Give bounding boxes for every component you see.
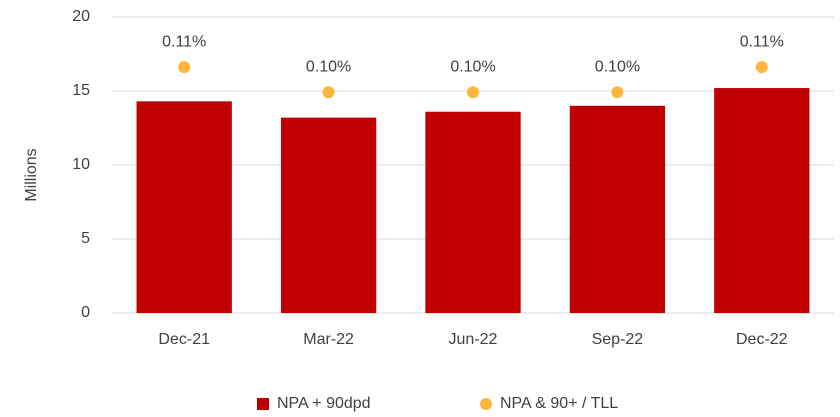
- y-tick-label: 20: [72, 8, 90, 25]
- y-tick-label: 5: [81, 230, 90, 247]
- y-tick-label: 0: [81, 304, 90, 321]
- bar: [136, 101, 232, 313]
- bar: [425, 111, 521, 313]
- y-axis-label: Millions: [23, 148, 40, 201]
- y-tick-label: 15: [72, 82, 90, 99]
- bar: [280, 117, 377, 313]
- data-label: 0.10%: [595, 58, 640, 75]
- x-tick-label: Sep-22: [592, 331, 644, 348]
- data-label: 0.10%: [306, 58, 351, 75]
- data-label: 0.11%: [740, 33, 784, 50]
- legend-swatch: [257, 398, 269, 410]
- legend-label: NPA & 90+ / TLL: [500, 395, 618, 412]
- point: [611, 86, 624, 99]
- y-tick-label: 10: [72, 156, 90, 173]
- x-tick-label: Dec-22: [736, 331, 788, 348]
- point: [178, 61, 191, 74]
- point: [467, 86, 479, 99]
- x-tick-label: Jun-22: [449, 331, 498, 348]
- data-label: 0.11%: [162, 33, 206, 50]
- point: [755, 61, 768, 74]
- point: [322, 86, 335, 99]
- legend-swatch: [480, 398, 492, 410]
- legend-label: NPA + 90dpd: [277, 395, 371, 412]
- x-tick-label: Dec-21: [158, 331, 210, 348]
- x-tick-label: Mar-22: [303, 331, 354, 348]
- bar: [569, 105, 666, 313]
- bar: [714, 88, 810, 313]
- data-label: 0.10%: [450, 58, 495, 75]
